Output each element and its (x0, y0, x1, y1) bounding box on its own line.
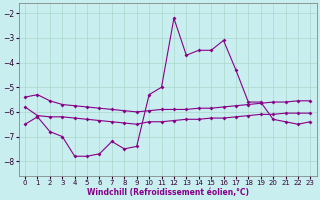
X-axis label: Windchill (Refroidissement éolien,°C): Windchill (Refroidissement éolien,°C) (87, 188, 249, 197)
